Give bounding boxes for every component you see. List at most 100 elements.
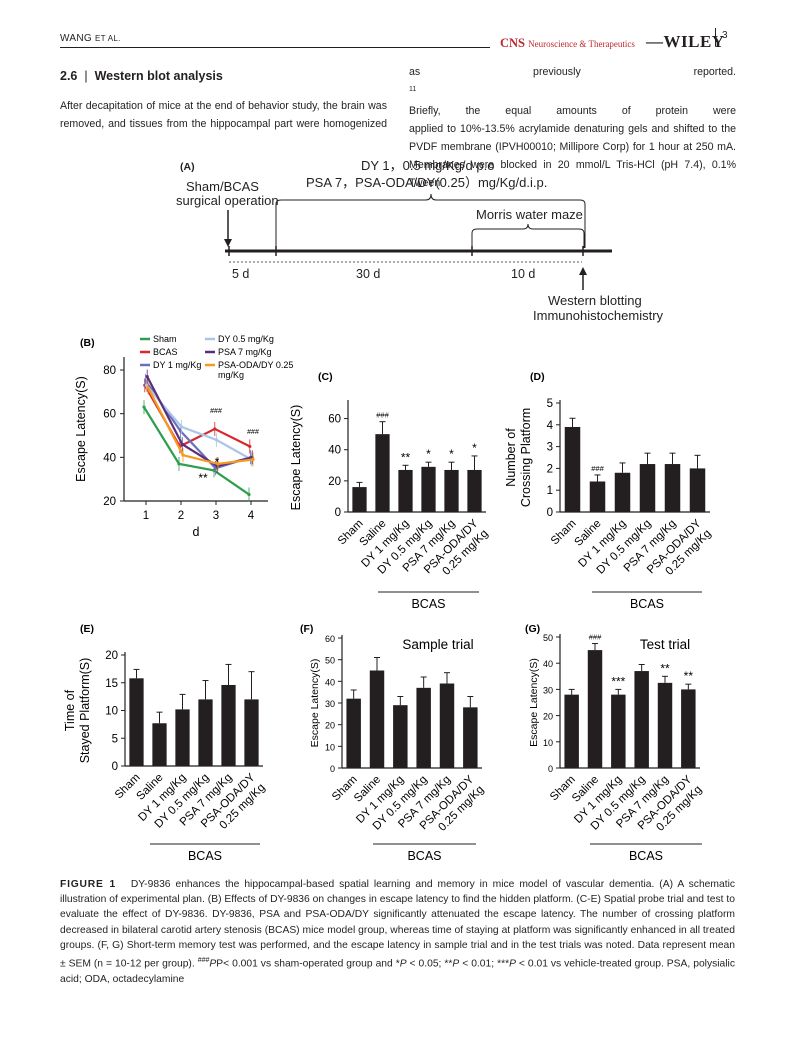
period-5d: 5 d bbox=[232, 267, 249, 281]
x-tick-label: 3 bbox=[213, 510, 219, 522]
data-point bbox=[180, 442, 184, 446]
significance-mark: ### bbox=[591, 464, 604, 473]
y-tick-label: 40 bbox=[103, 452, 116, 464]
significance-mark: ** bbox=[660, 661, 670, 675]
group-label: BCAS bbox=[629, 849, 663, 863]
publisher-logo: —WILEY bbox=[646, 32, 725, 51]
y-tick-label: 10 bbox=[543, 738, 553, 748]
bar bbox=[346, 698, 361, 768]
bar bbox=[198, 699, 213, 766]
body-text-left: After decapitation of mice at the end of… bbox=[60, 97, 387, 133]
legend-label: Sham bbox=[153, 334, 177, 344]
data-point bbox=[181, 453, 185, 457]
panel-label-b: (B) bbox=[80, 337, 95, 349]
y-tick-label: 15 bbox=[105, 678, 118, 690]
significance-mark: * bbox=[426, 447, 431, 461]
bar bbox=[614, 472, 631, 512]
data-point bbox=[214, 438, 218, 442]
period-10d: 10 d bbox=[511, 267, 535, 281]
treatment-bracket bbox=[275, 193, 586, 248]
bar bbox=[221, 684, 236, 766]
y-tick-label: 40 bbox=[325, 677, 335, 687]
bar bbox=[369, 670, 385, 768]
y-tick-label: 20 bbox=[325, 721, 335, 731]
bar bbox=[175, 709, 190, 766]
figure-caption: FIGURE 1 DY-9836 enhances the hippocampa… bbox=[60, 879, 735, 985]
y-tick-label: 80 bbox=[103, 365, 116, 377]
y-tick-label: 0 bbox=[335, 507, 341, 519]
bar bbox=[375, 434, 390, 512]
panel-label: (E) bbox=[80, 623, 94, 635]
surgery-label-2: surgical operation bbox=[176, 193, 279, 208]
significance-mark: ** bbox=[684, 669, 694, 683]
y-tick-label: 0 bbox=[548, 764, 553, 774]
group-label: BCAS bbox=[188, 849, 222, 863]
y-tick-label: 10 bbox=[105, 706, 118, 718]
body-line: removed, and tissues from the hippocampa… bbox=[60, 118, 387, 130]
bar bbox=[639, 464, 656, 512]
x-axis-label: d bbox=[193, 525, 200, 539]
group-label: BCAS bbox=[411, 597, 445, 611]
significance-mark: ** bbox=[198, 471, 208, 485]
y-tick-label: 10 bbox=[325, 742, 335, 752]
y-tick-label: 5 bbox=[547, 398, 553, 410]
data-point bbox=[177, 462, 181, 466]
bar bbox=[634, 671, 649, 768]
x-tick-label: 4 bbox=[248, 510, 255, 522]
bar-chart-g: (G) Test trial 0 10 20 30 40 50 Escape Latency(S… bbox=[525, 623, 704, 863]
bar bbox=[564, 426, 581, 512]
mwm-bracket bbox=[471, 223, 585, 248]
legend-label: DY 1 mg/Kg bbox=[153, 360, 201, 370]
mwm-label: Morris water maze bbox=[476, 207, 583, 222]
series-line bbox=[147, 386, 254, 466]
body-line: After decapitation of mice at the end of… bbox=[60, 100, 387, 112]
significance-mark: ### bbox=[247, 429, 259, 436]
y-tick-label: 30 bbox=[325, 699, 335, 709]
chart-title: Test trial bbox=[640, 637, 690, 652]
data-point bbox=[142, 405, 146, 409]
chart-title: Sample trial bbox=[402, 637, 473, 652]
end-label-1: Western blotting bbox=[548, 293, 642, 308]
line-chart-b: (B) 20 40 60 80 1 2 3 4 d Escape Latency(S) Sham BCA… bbox=[74, 334, 293, 539]
header-divider bbox=[715, 28, 716, 46]
bar bbox=[421, 466, 436, 512]
significance-mark: ### bbox=[589, 633, 602, 642]
bar bbox=[689, 468, 706, 512]
y-tick-label: 20 bbox=[103, 496, 116, 508]
y-tick-label: 2 bbox=[547, 463, 553, 475]
y-axis-label: Escape Latency(S) bbox=[74, 376, 88, 482]
data-point bbox=[216, 462, 220, 466]
y-tick-label: 1 bbox=[547, 485, 553, 497]
legend-label: BCAS bbox=[153, 347, 178, 357]
bar-chart-f: (F) Sample trial 0 10 20 30 40 50 60 Escape Laten… bbox=[300, 623, 486, 863]
y-tick-label: 20 bbox=[105, 650, 118, 662]
significance-mark: *** bbox=[611, 674, 625, 688]
body-line: as previously reported. 11 Briefly, the e… bbox=[409, 66, 736, 117]
end-label-2: Immunohistochemistry bbox=[533, 308, 664, 323]
y-tick-label: 4 bbox=[547, 420, 554, 432]
y-tick-label: 50 bbox=[325, 656, 335, 666]
bar bbox=[463, 707, 478, 768]
y-axis-label: Escape Latency(S) bbox=[309, 659, 321, 748]
dose-line-2: PSA 7，PSA-ODA/DY(0.25）mg/Kg/d.i.p. bbox=[306, 175, 547, 190]
bar bbox=[611, 694, 626, 768]
bar bbox=[589, 481, 606, 512]
y-axis-label: Number of bbox=[504, 428, 518, 487]
significance-mark: * bbox=[449, 447, 454, 461]
bar bbox=[416, 687, 431, 768]
significance-mark: ### bbox=[210, 408, 222, 415]
bar bbox=[129, 678, 144, 766]
y-tick-label: 40 bbox=[328, 445, 341, 457]
dose-line-1: DY 1，0.5 mg/Kg/d p.o bbox=[361, 158, 494, 173]
surgery-arrowhead bbox=[224, 239, 232, 247]
y-tick-label: 60 bbox=[328, 414, 341, 426]
y-tick-label: 5 bbox=[112, 733, 118, 745]
y-tick-label: 30 bbox=[543, 685, 553, 695]
bar bbox=[681, 689, 696, 768]
data-point bbox=[247, 492, 251, 497]
legend-label: PSA-ODA/DY 0.25 bbox=[218, 360, 293, 370]
running-head-author: WANG ET AL. bbox=[60, 33, 121, 44]
